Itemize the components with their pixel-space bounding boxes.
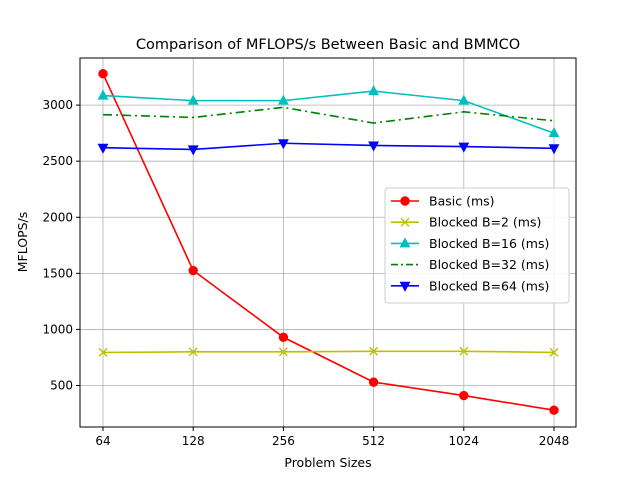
- data-point: [459, 390, 469, 401]
- data-point: [98, 69, 108, 79]
- legend-entry: Blocked B=64 (ms): [391, 278, 549, 293]
- legend-marker: [399, 281, 411, 292]
- series-line-blocked-b-16-ms: [102, 90, 555, 134]
- data-point: [548, 127, 560, 138]
- x-axis-label: Problem Sizes: [284, 455, 371, 470]
- legend-marker: [399, 237, 411, 248]
- data-point: [368, 85, 380, 96]
- series-line-blocked-b-32-ms: [102, 106, 555, 124]
- data-point: [459, 346, 469, 356]
- x-tick-label: 1024: [449, 434, 480, 448]
- legend-entry: Blocked B=16 (ms): [391, 236, 549, 251]
- data-point: [458, 94, 470, 105]
- y-tick-label: 2000: [42, 210, 73, 224]
- legend-label: Blocked B=16 (ms): [429, 236, 549, 251]
- legend-entry: Blocked B=32 (ms): [391, 257, 549, 272]
- series-line-basic-ms: [102, 73, 555, 411]
- legend-box: [384, 187, 570, 304]
- data-point: [368, 141, 380, 152]
- x-tick-label: 64: [95, 434, 110, 448]
- x-axis: 64 128 256 512 1024 2048: [95, 427, 569, 448]
- data-point: [277, 94, 289, 105]
- data-point: [277, 139, 289, 150]
- x-tick-label: 256: [272, 434, 295, 448]
- plot-frame: [79, 57, 577, 428]
- legend: Basic (ms) Blocked B=2 (ms) Blocked B=16 (…: [384, 187, 570, 304]
- data-point: [187, 145, 199, 156]
- data-point: [368, 377, 379, 387]
- y-tick-label: 1500: [42, 266, 73, 280]
- chart-title: Comparison of MFLOPS/s Between Basic and…: [136, 37, 520, 53]
- data-point: [549, 347, 559, 357]
- y-axis: 500 1000 1500 2000 2500 3000: [42, 98, 80, 393]
- legend-label: Blocked B=32 (ms): [429, 257, 549, 272]
- data-point: [369, 346, 379, 356]
- series-blocked-b-16-ms: [97, 85, 560, 138]
- legend-entry: Basic (ms): [391, 194, 495, 209]
- series-basic-ms: [98, 69, 559, 415]
- data-point: [188, 347, 198, 357]
- data-point: [278, 332, 289, 342]
- legend-marker: [400, 217, 410, 227]
- series-layer: [97, 69, 560, 415]
- x-tick-label: 2048: [539, 434, 570, 448]
- y-tick-label: 2500: [42, 154, 73, 168]
- data-point: [278, 347, 288, 357]
- y-tick-label: 3000: [42, 98, 73, 112]
- data-point: [549, 405, 559, 415]
- series-line-blocked-b-64-ms: [102, 142, 555, 151]
- data-point: [548, 144, 560, 155]
- legend-entry: Blocked B=2 (ms): [391, 215, 541, 230]
- series-line-blocked-b-2-ms: [102, 350, 555, 354]
- data-point: [97, 143, 109, 154]
- legend-label: Blocked B=2 (ms): [429, 215, 541, 230]
- series-blocked-b-32-ms: [102, 106, 555, 124]
- data-point: [98, 347, 108, 357]
- y-axis-label: MFLOPS/s: [15, 212, 30, 273]
- data-point: [188, 265, 198, 276]
- legend-label: Blocked B=64 (ms): [429, 278, 549, 293]
- x-tick-label: 128: [182, 434, 205, 448]
- series-blocked-b-64-ms: [97, 139, 560, 156]
- data-point: [187, 94, 199, 105]
- y-tick-label: 500: [50, 379, 73, 393]
- series-blocked-b-2-ms: [98, 346, 559, 357]
- data-point: [97, 89, 109, 100]
- y-tick-label: 1000: [42, 322, 73, 336]
- data-point: [458, 142, 470, 153]
- legend-label: Basic (ms): [429, 194, 495, 209]
- x-tick-label: 512: [362, 434, 385, 448]
- legend-marker: [400, 196, 410, 206]
